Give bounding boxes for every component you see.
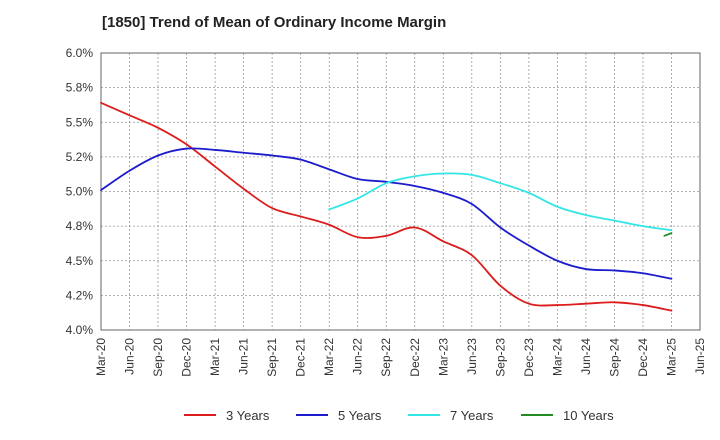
chart-title: [1850] Trend of Mean of Ordinary Income … [102,14,447,31]
y-tick-label: 4.0% [66,323,94,337]
x-tick-label: Sep-21 [265,338,279,377]
y-tick-label: 6.0% [66,46,94,60]
legend-label-3-years: 3 Years [226,407,270,423]
legend-label-7-years: 7 Years [450,407,494,423]
series-line-3-years [100,101,673,312]
x-tick-label: Dec-24 [636,338,650,377]
x-tick-label: Dec-23 [522,338,536,377]
legend-swatch-3-years [184,414,216,416]
x-tick-label: Jun-21 [237,338,251,375]
axis-layer [100,52,701,331]
x-tick-label: Mar-21 [208,338,222,376]
legend-swatch-10-years [521,414,553,416]
x-tick-label: Sep-23 [493,338,507,377]
series-line-7-years [328,172,673,232]
x-tick-label: Mar-20 [94,338,108,376]
series-line-10-years [663,232,673,237]
legend-item-7-years: 7 Years [408,404,493,426]
y-tick-label: 5.2% [66,150,94,164]
tick-label-layer: 4.0% 4.2% 4.5% 4.8% 5.0% 5.2% 5.5% 5.8% 6.0% Mar-… [66,46,707,377]
x-tick-label: Mar-24 [550,338,564,376]
legend-swatch-5-years [296,414,328,416]
y-tick-label: 4.5% [66,254,94,268]
series-line-5-years [100,147,673,280]
x-tick-label: Mar-25 [664,338,678,376]
y-tick-label: 5.5% [66,115,94,129]
x-tick-label: Dec-22 [408,338,422,377]
series-layer [100,101,673,312]
y-tick-label: 5.8% [66,81,94,95]
x-tick-label: Jun-23 [465,338,479,375]
legend-item-3-years: 3 Years [184,404,269,426]
x-tick-label: Jun-22 [351,338,365,375]
y-tick-label: 4.8% [66,219,94,233]
legend: 3 Years 5 Years 7 Years 10 Years [0,404,720,426]
x-tick-label: Jun-24 [579,338,593,375]
legend-item-5-years: 5 Years [296,404,381,426]
legend-swatch-7-years [408,414,440,416]
grid-layer [100,52,701,331]
x-tick-label: Jun-20 [123,338,137,375]
legend-label-5-years: 5 Years [338,407,382,423]
x-tick-label: Jun-25 [693,338,707,375]
legend-item-10-years: 10 Years [521,404,614,426]
x-tick-label: Sep-22 [379,338,393,377]
x-tick-label: Sep-24 [607,338,621,377]
x-tick-label: Mar-23 [436,338,450,376]
x-tick-label: Dec-21 [294,338,308,377]
plot-area-border [100,52,701,331]
y-tick-label: 5.0% [66,185,94,199]
y-tick-label: 4.2% [66,288,94,302]
x-tick-label: Mar-22 [322,338,336,376]
x-tick-label: Sep-20 [151,338,165,377]
legend-label-10-years: 10 Years [563,407,614,423]
x-tick-label: Dec-20 [180,338,194,377]
